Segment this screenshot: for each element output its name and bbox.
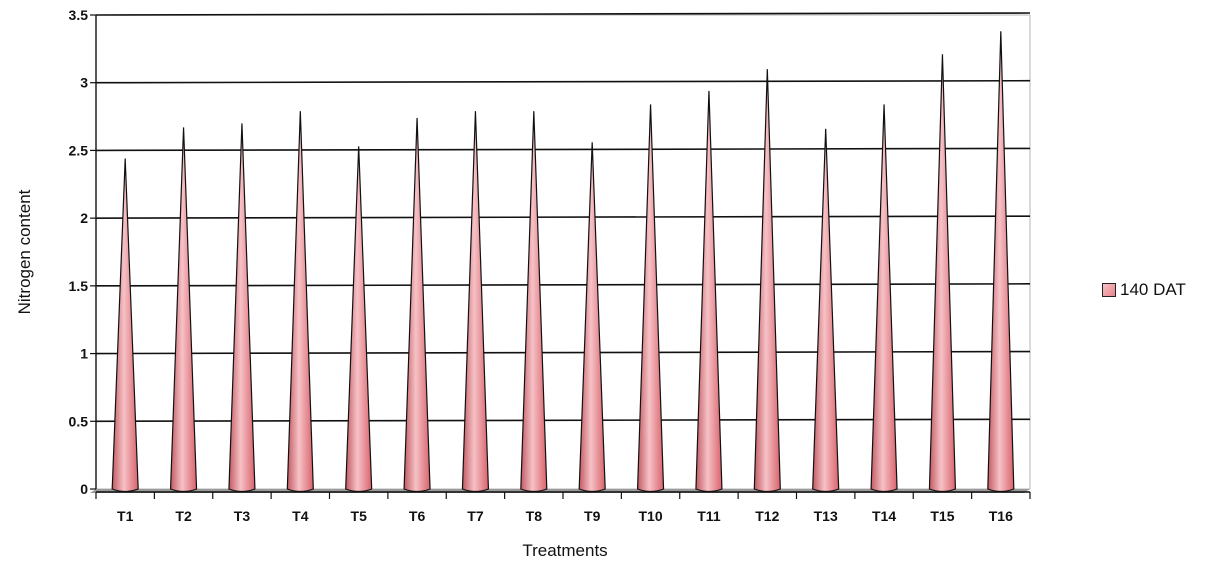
y-tick-label: 0 xyxy=(80,481,88,497)
x-tick-label: T1 xyxy=(117,508,134,524)
gridline xyxy=(95,283,1031,287)
x-tick-label: T6 xyxy=(409,508,426,524)
cone-bar xyxy=(169,127,198,493)
x-tick-label: T10 xyxy=(639,508,663,524)
y-tick-label: 2.5 xyxy=(69,142,89,158)
legend-label: 140 DAT xyxy=(1120,280,1186,299)
x-tick-label: T4 xyxy=(292,508,309,524)
y-tick-label: 1.5 xyxy=(69,278,89,294)
y-tick-label: 2 xyxy=(80,210,88,226)
cone-bar xyxy=(111,158,139,493)
axis-layer xyxy=(90,14,1031,499)
cone-bar xyxy=(461,111,490,493)
gridline xyxy=(95,79,1031,84)
y-axis-title: Nitrogen content xyxy=(15,189,34,314)
x-tick-label: T16 xyxy=(989,508,1013,524)
cone-bar xyxy=(403,117,431,493)
cone-bar xyxy=(753,69,781,493)
gridline xyxy=(95,215,1031,219)
cone-bar xyxy=(870,104,898,493)
cone-bar xyxy=(987,31,1015,493)
gridline xyxy=(95,12,1031,16)
x-tick-label: T5 xyxy=(351,508,368,524)
legend-swatch xyxy=(1102,283,1116,297)
bar-layer xyxy=(111,31,1015,493)
label-layer: 0 0.5 1 1.5 2 2.5 3 3.5 T1 T2 T3 T4 T5 T6 T7 T8 T9 T10 T11… xyxy=(15,7,1013,560)
x-tick-label: T12 xyxy=(755,508,779,524)
y-tick-label: 3 xyxy=(80,75,88,91)
cone-bar xyxy=(228,123,256,493)
cone-bar xyxy=(636,104,665,493)
x-tick-label: T11 xyxy=(697,508,721,524)
x-tick-label: T13 xyxy=(814,508,838,524)
x-tick-label: T14 xyxy=(872,508,896,524)
gridline xyxy=(95,147,1031,152)
x-tick-label: T8 xyxy=(526,508,543,524)
x-tick-label: T9 xyxy=(584,508,601,524)
x-tick-label: T3 xyxy=(234,508,251,524)
legend: 140 DAT xyxy=(1102,280,1186,300)
cone-bar xyxy=(695,90,723,493)
y-tick-label: 1 xyxy=(80,346,88,362)
x-tick-label: T15 xyxy=(930,508,954,524)
y-tick-label: 3.5 xyxy=(69,7,89,23)
cone-bar xyxy=(520,111,548,493)
gridline xyxy=(95,350,1031,355)
x-axis-title: Treatments xyxy=(522,541,607,560)
x-tick-label: T7 xyxy=(467,508,484,524)
cone-bar xyxy=(812,128,840,493)
y-tick-label: 0.5 xyxy=(69,413,89,429)
x-tick-label: T2 xyxy=(175,508,192,524)
cone-bar xyxy=(345,146,373,493)
cone-bar xyxy=(928,54,957,493)
cone-bar xyxy=(578,142,606,493)
cone-bar xyxy=(286,111,314,493)
